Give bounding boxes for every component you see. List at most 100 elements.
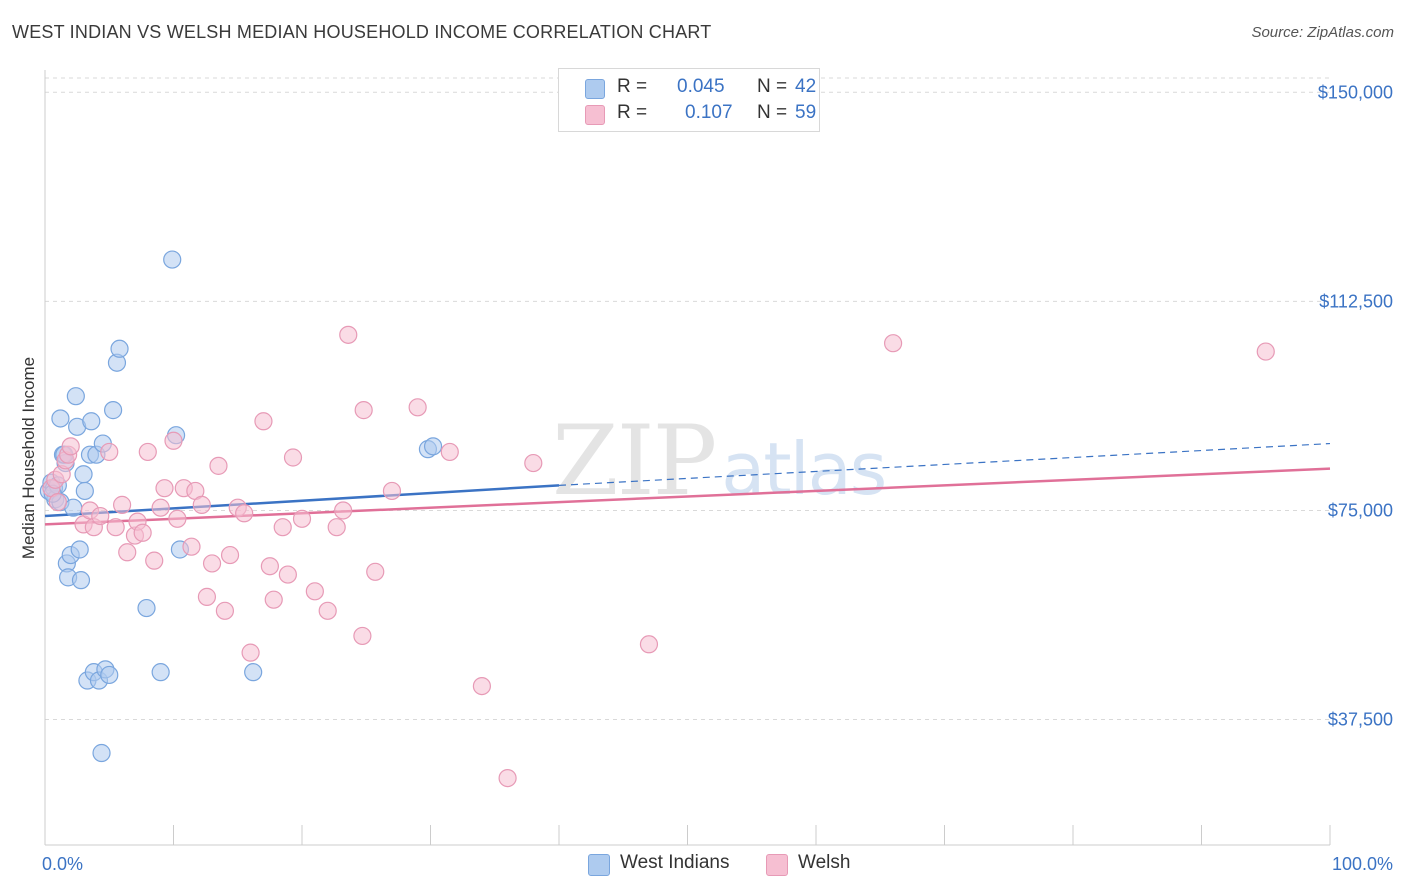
data-point [48, 493, 67, 512]
trend-lines [44, 442, 1331, 526]
data-point [112, 495, 132, 514]
data-point [155, 479, 174, 498]
legend-row-west-indians: R = 0.045 N = 42 [585, 76, 825, 100]
legend-n-label: N = [757, 102, 788, 123]
data-point [133, 523, 152, 542]
data-point [639, 635, 659, 654]
legend-r-value: 0.045 [677, 76, 725, 97]
bottom-legend-west-indians: West Indians [588, 852, 748, 876]
y-tick-label: $150,000 [1318, 82, 1393, 102]
data-point [883, 334, 903, 353]
legend-n-label: N = [757, 76, 788, 97]
data-point [241, 643, 260, 662]
data-point [235, 504, 254, 523]
bottom-legend-swatch-welsh [766, 854, 788, 876]
axis-labels: $37,500 $75,000 $112,500 $150,000 0.0% 100.0%… [19, 82, 1393, 874]
data-point [70, 540, 89, 559]
y-tick-label: $37,500 [1328, 710, 1393, 730]
data-point [151, 498, 170, 517]
data-point [318, 601, 337, 620]
data-point [91, 506, 110, 526]
data-point [273, 518, 292, 537]
data-point [51, 409, 70, 428]
data-point [137, 598, 156, 618]
legend-r-label: R = [617, 76, 648, 97]
x-tick-label: 100.0% [1332, 854, 1393, 874]
data-point [244, 663, 263, 682]
data-point [151, 663, 170, 682]
data-point [164, 431, 183, 450]
legend-r-value: 0.107 [685, 102, 733, 123]
trend-line-west-indians [44, 484, 560, 518]
data-point [220, 545, 240, 565]
data-point [163, 250, 182, 269]
y-tick-label: $75,000 [1328, 500, 1393, 520]
data-point [524, 453, 543, 473]
data-point [498, 768, 517, 788]
data-point [339, 325, 358, 344]
data-point [215, 601, 234, 620]
data-point [82, 412, 101, 431]
data-point [366, 562, 385, 581]
series-welsh [42, 325, 1275, 788]
data-point [264, 590, 283, 609]
data-point [75, 481, 94, 501]
data-point [1256, 342, 1275, 361]
bottom-legend-label: West Indians [620, 852, 730, 873]
data-point [260, 557, 279, 576]
data-point [100, 665, 119, 685]
data-point [104, 401, 123, 420]
data-point [61, 437, 80, 456]
data-point [334, 501, 353, 520]
bottom-legend-label: Welsh [798, 852, 851, 873]
data-point [254, 412, 273, 431]
bottom-legend-swatch-west-indians [588, 854, 610, 876]
data-point [66, 387, 85, 406]
data-point [64, 498, 83, 517]
trend-line-west-indians-extension [558, 442, 1331, 486]
data-point [106, 518, 125, 537]
data-point [440, 442, 459, 462]
chart-source: Source: ZipAtlas.com [1251, 24, 1394, 41]
data-point [202, 554, 222, 573]
legend-n-value: 59 [795, 102, 817, 123]
data-point [408, 398, 427, 417]
data-point [168, 509, 187, 528]
grid-lines [45, 77, 1330, 721]
chart-title: WEST INDIAN VS WELSH MEDIAN HOUSEHOLD IN… [12, 22, 712, 42]
data-point [92, 743, 111, 763]
legend-swatch-west-indians [585, 79, 605, 99]
data-point [118, 543, 137, 562]
data-point [305, 582, 324, 601]
data-point [100, 442, 119, 462]
legend-n-value: 42 [795, 76, 817, 97]
data-point [209, 456, 228, 475]
data-point [423, 437, 443, 456]
stats-legend: R = 0.045 N = 42 R = 0.107 N = 59 [558, 68, 820, 132]
data-point [192, 495, 211, 514]
data-point [145, 551, 164, 570]
data-point [182, 537, 201, 556]
data-point [292, 509, 312, 528]
data-point [353, 626, 372, 646]
data-point [354, 401, 373, 420]
data-point [278, 565, 297, 584]
data-point [71, 571, 91, 590]
data-point [138, 442, 157, 462]
legend-row-welsh: R = 0.107 N = 59 [585, 102, 825, 126]
x-tick-label: 0.0% [42, 854, 83, 874]
data-point [110, 339, 129, 358]
data-point [382, 481, 402, 501]
data-point [283, 448, 303, 467]
axes [44, 70, 1331, 846]
legend-r-label: R = [617, 102, 648, 123]
trend-line-welsh [44, 467, 1331, 526]
data-point [327, 518, 346, 537]
y-axis-label: Median Household Income [19, 357, 38, 559]
legend-swatch-welsh [585, 105, 605, 125]
bottom-legend-welsh: Welsh [766, 852, 876, 876]
data-point [197, 587, 217, 606]
y-tick-label: $112,500 [1319, 291, 1393, 311]
data-point [472, 676, 491, 696]
